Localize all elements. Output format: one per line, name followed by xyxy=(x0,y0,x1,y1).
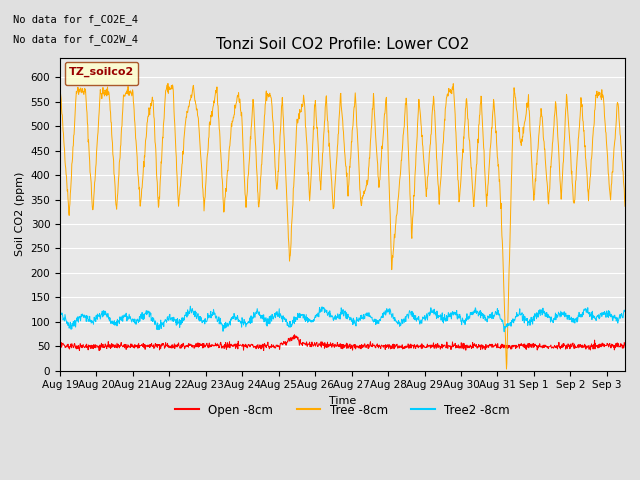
Tree -8cm xyxy=(157,160,165,166)
Tree -8cm xyxy=(547,165,555,170)
Text: No data for f_CO2E_4: No data for f_CO2E_4 xyxy=(13,14,138,25)
Y-axis label: Soil CO2 (ppm): Soil CO2 (ppm) xyxy=(15,172,25,256)
Tree -8cm xyxy=(56,83,64,89)
Tree -8cm xyxy=(502,366,510,372)
Open -8cm xyxy=(56,346,64,351)
Tree2 -8cm xyxy=(220,323,227,328)
Tree2 -8cm xyxy=(271,311,278,316)
Tree2 -8cm xyxy=(186,303,194,309)
Open -8cm xyxy=(220,343,227,348)
Tree2 -8cm xyxy=(168,318,176,324)
Tree -8cm xyxy=(220,201,227,206)
Tree2 -8cm xyxy=(56,308,64,313)
Open -8cm xyxy=(158,343,166,349)
Line: Tree -8cm: Tree -8cm xyxy=(60,84,625,369)
Line: Open -8cm: Open -8cm xyxy=(60,335,625,350)
Tree2 -8cm xyxy=(484,313,492,319)
Tree -8cm xyxy=(484,183,492,189)
Tree2 -8cm xyxy=(621,308,629,313)
Open -8cm xyxy=(621,342,629,348)
Tree -8cm xyxy=(169,82,177,88)
Tree2 -8cm xyxy=(500,329,508,335)
Open -8cm xyxy=(484,342,492,348)
Tree -8cm xyxy=(164,81,172,86)
Legend: Open -8cm, Tree -8cm, Tree2 -8cm: Open -8cm, Tree -8cm, Tree2 -8cm xyxy=(170,399,515,421)
Open -8cm xyxy=(169,343,177,348)
Text: No data for f_CO2W_4: No data for f_CO2W_4 xyxy=(13,34,138,45)
Open -8cm xyxy=(271,344,278,349)
Title: Tonzi Soil CO2 Profile: Lower CO2: Tonzi Soil CO2 Profile: Lower CO2 xyxy=(216,37,469,52)
Tree -8cm xyxy=(621,204,629,209)
Tree2 -8cm xyxy=(547,318,555,324)
Tree2 -8cm xyxy=(157,320,165,326)
Open -8cm xyxy=(291,332,298,337)
X-axis label: Time: Time xyxy=(329,396,356,406)
Tree -8cm xyxy=(271,153,278,159)
Open -8cm xyxy=(95,348,103,353)
Open -8cm xyxy=(547,342,555,348)
Line: Tree2 -8cm: Tree2 -8cm xyxy=(60,306,625,332)
